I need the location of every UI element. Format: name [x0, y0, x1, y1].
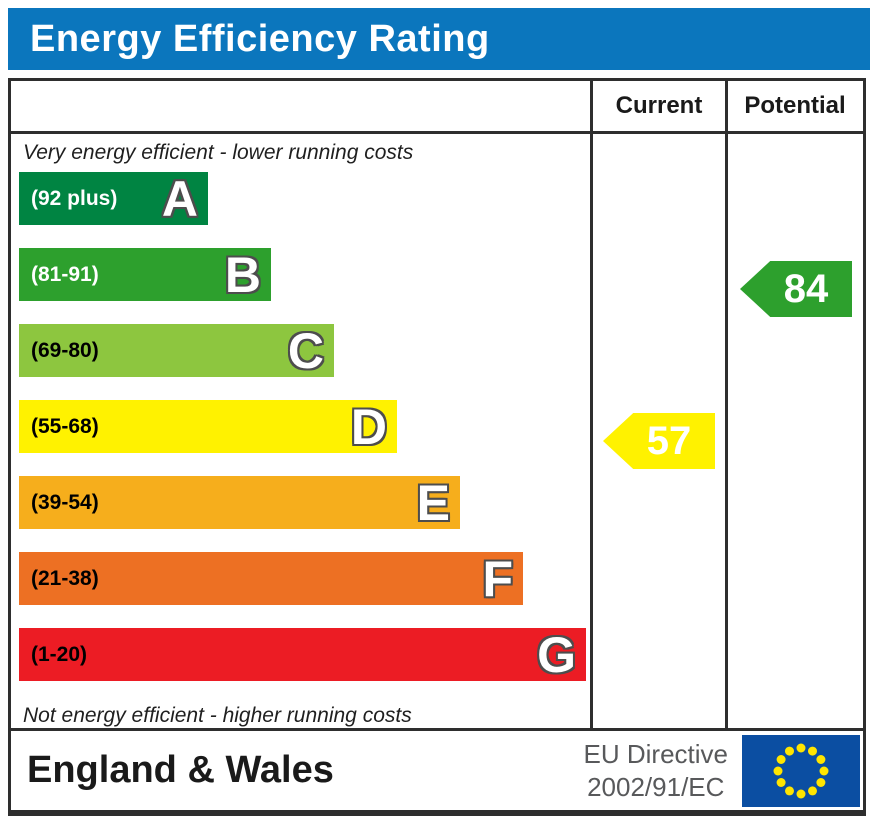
band-bar: (39-54) E — [19, 476, 460, 529]
band-letter: E — [416, 474, 450, 531]
band-bar: (21-38) F — [19, 552, 523, 605]
band-letter: C — [287, 322, 324, 379]
band-bar: (69-80) C — [19, 324, 334, 377]
band-letter: F — [482, 550, 513, 607]
eu-directive-line1: EU Directive — [583, 739, 728, 769]
current-rating-column: 57 — [590, 134, 725, 728]
band-bar: (1-20) G — [19, 628, 586, 681]
current-rating-arrow: 57 — [603, 413, 715, 469]
eu-directive-line2: 2002/91/EC — [587, 771, 725, 802]
column-header-spacer — [11, 81, 590, 131]
page-title: Energy Efficiency Rating — [30, 17, 490, 60]
band-range-label: (55-68) — [31, 414, 99, 438]
band-row: (1-20) G — [19, 628, 590, 681]
band-letter: A — [161, 170, 198, 227]
band-row: (81-91) B — [19, 248, 590, 301]
band-bar: (55-68) D — [19, 400, 397, 453]
column-header-row: Current Potential — [11, 81, 863, 134]
potential-rating-arrow: 84 — [740, 261, 852, 317]
band-range-label: (81-91) — [31, 262, 99, 286]
footer-row: England & Wales EU Directive 2002/91/EC — [11, 728, 863, 810]
band-range-label: (39-54) — [31, 490, 99, 514]
potential-rating-value: 84 — [783, 266, 829, 311]
epc-chart: Current Potential Very energy efficient … — [8, 78, 866, 816]
chart-body: Very energy efficient - lower running co… — [11, 134, 863, 728]
band-row: (55-68) D — [19, 400, 590, 453]
band-range-label: (21-38) — [31, 566, 99, 590]
band-letter: D — [350, 398, 387, 455]
band-bar: (81-91) B — [19, 248, 271, 301]
bands-list: (92 plus) A (81-91) B (69-80) C (55-68) … — [11, 172, 590, 681]
column-header-potential: Potential — [725, 81, 862, 131]
eu-directive-label: EU Directive 2002/91/EC — [584, 738, 728, 803]
band-letter: B — [224, 246, 261, 303]
band-range-label: (69-80) — [31, 338, 99, 362]
band-range-label: (92 plus) — [31, 186, 118, 210]
rating-bands-column: Very energy efficient - lower running co… — [11, 134, 590, 728]
eu-flag-icon — [742, 734, 860, 807]
band-row: (39-54) E — [19, 476, 590, 529]
band-row: (92 plus) A — [19, 172, 590, 225]
bottom-caption: Not energy efficient - higher running co… — [23, 704, 412, 727]
current-rating-value: 57 — [646, 418, 692, 463]
band-letter: G — [537, 626, 576, 683]
column-header-current: Current — [590, 81, 725, 131]
chart-title-banner: Energy Efficiency Rating — [8, 8, 870, 70]
band-bar: (92 plus) A — [19, 172, 208, 225]
top-caption: Very energy efficient - lower running co… — [23, 141, 414, 164]
band-row: (69-80) C — [19, 324, 590, 377]
potential-rating-column: 84 — [725, 134, 862, 728]
band-row: (21-38) F — [19, 552, 590, 605]
band-range-label: (1-20) — [31, 642, 88, 666]
footer-region-label: England & Wales — [27, 749, 334, 791]
